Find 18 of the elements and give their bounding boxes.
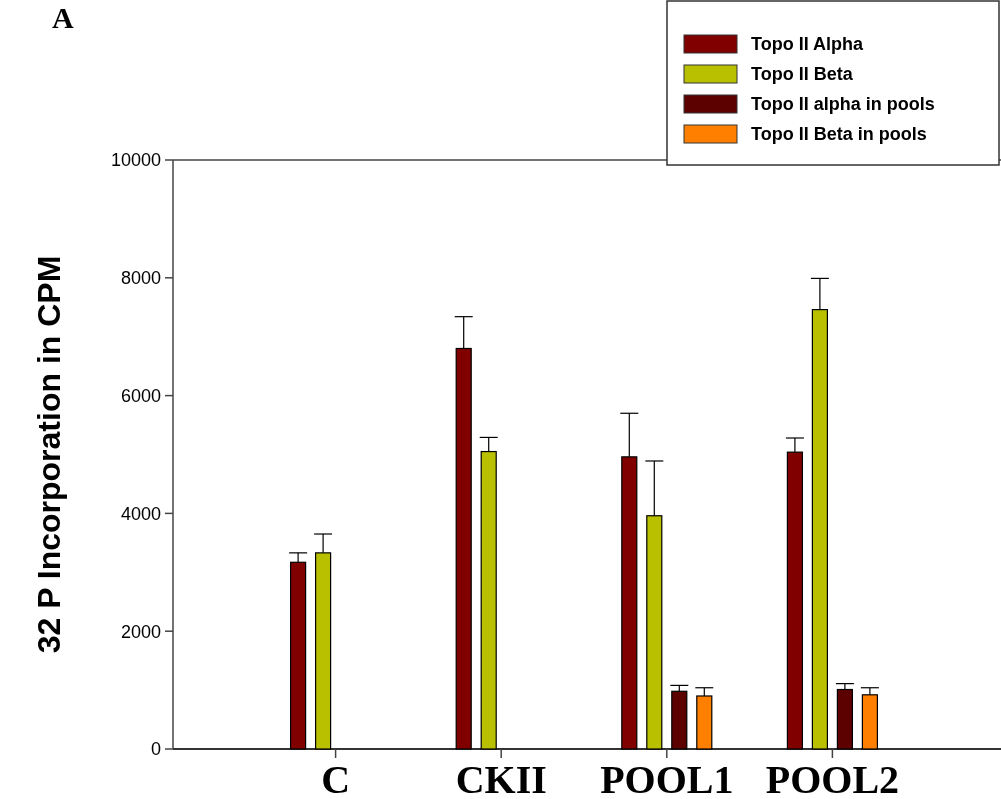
y-axis-title: 32 P Incorporation in CPM: [31, 255, 67, 654]
x-tick-label: CKII: [455, 757, 547, 799]
y-tick-label: 2000: [120, 621, 161, 642]
y-tick-label: 0: [150, 739, 161, 760]
legend-label: Topo II Beta in pools: [751, 124, 927, 145]
bar: [671, 690, 688, 750]
text: A: [52, 1, 74, 34]
legend-label: Topo II Alpha: [751, 34, 864, 55]
y-tick-label: 6000: [120, 385, 161, 406]
y-tick-label: 10000: [110, 150, 161, 171]
y-tick-label: 8000: [120, 268, 161, 289]
x-tick-label: POOL1: [600, 757, 734, 799]
legend-label: Topo II Beta: [751, 64, 854, 85]
y-tick-label: 4000: [120, 503, 161, 524]
legend-label: Topo II alpha in pools: [751, 94, 935, 115]
x-tick-label: POOL2: [765, 757, 900, 799]
bar: [836, 688, 853, 750]
x-tick-label: C: [321, 757, 351, 799]
